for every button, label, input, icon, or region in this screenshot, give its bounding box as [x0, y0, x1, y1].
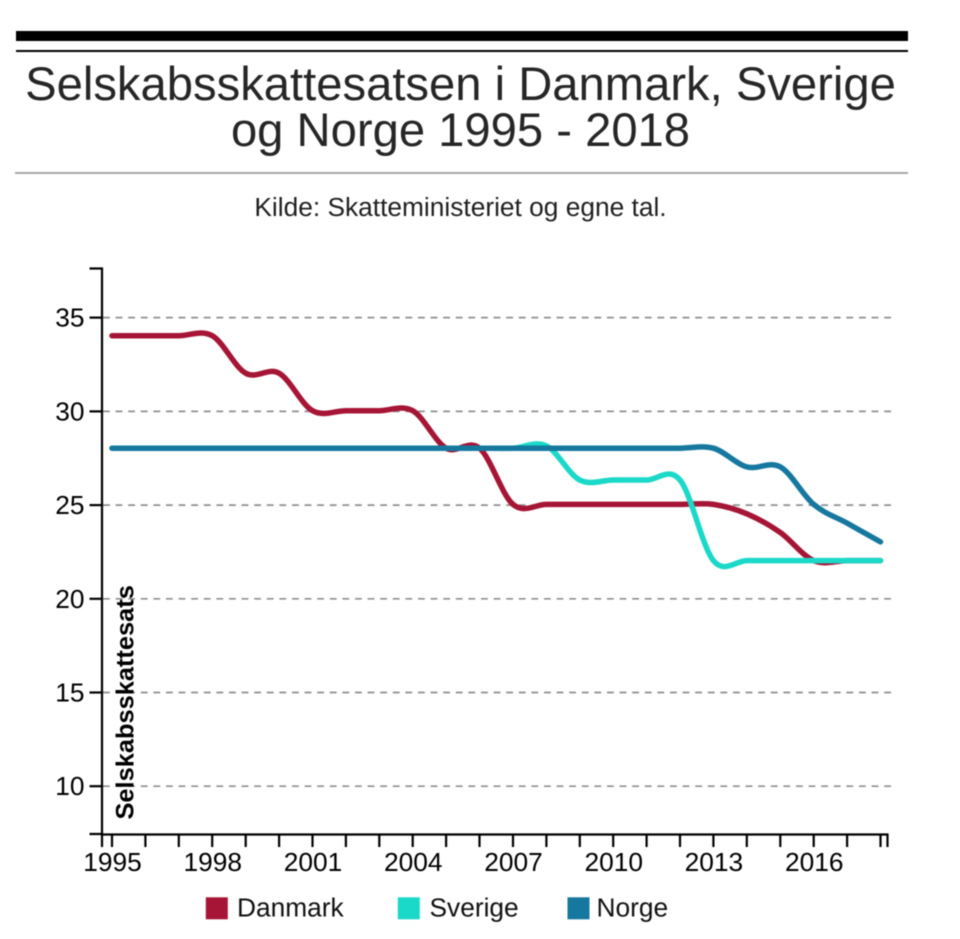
svg-text:1998: 1998 — [183, 847, 242, 877]
svg-text:1995: 1995 — [83, 847, 142, 877]
svg-text:2013: 2013 — [685, 847, 744, 877]
svg-text:2016: 2016 — [785, 847, 844, 877]
svg-text:Norge: Norge — [597, 893, 669, 923]
svg-text:2007: 2007 — [484, 847, 543, 877]
svg-text:35: 35 — [55, 303, 84, 333]
svg-text:2001: 2001 — [284, 847, 343, 877]
svg-text:Danmark: Danmark — [237, 893, 345, 923]
svg-text:15: 15 — [55, 678, 84, 708]
svg-text:10: 10 — [55, 771, 84, 801]
svg-text:20: 20 — [55, 584, 84, 614]
svg-text:30: 30 — [55, 396, 84, 426]
svg-text:Selskabsskattesats: Selskabsskattesats — [112, 585, 140, 819]
svg-text:25: 25 — [55, 490, 84, 520]
svg-text:2010: 2010 — [584, 847, 643, 877]
svg-text:Sverige: Sverige — [430, 893, 519, 923]
svg-text:2004: 2004 — [384, 847, 443, 877]
